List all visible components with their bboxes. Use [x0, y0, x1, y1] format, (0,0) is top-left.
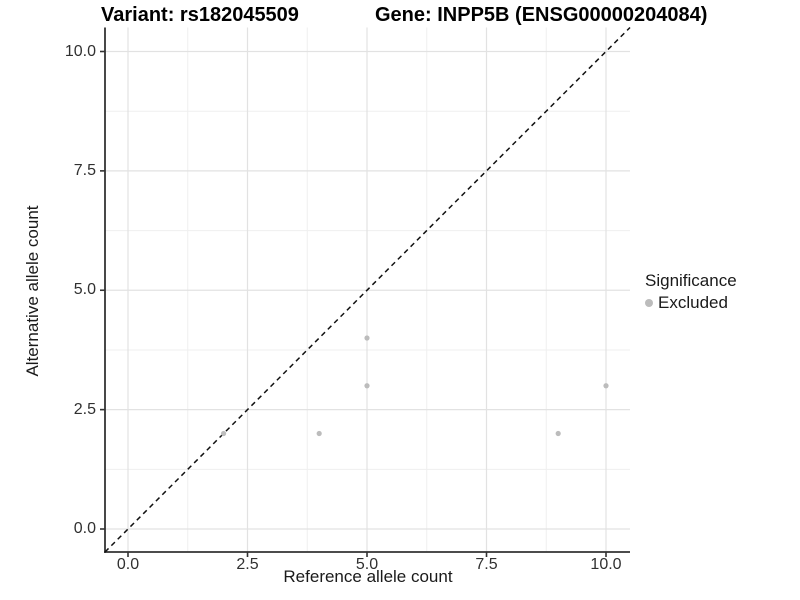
x-tick-label: 0.0: [116, 556, 140, 573]
data-point: [221, 430, 227, 437]
x-tick-label: 2.5: [236, 556, 259, 573]
x-tick-label: 10.0: [590, 556, 622, 573]
x-tick-label: 7.5: [475, 556, 498, 573]
data-point: [316, 430, 322, 437]
data-point: [364, 335, 370, 341]
data-point: [603, 383, 609, 389]
identity-dashed-line: [104, 26, 631, 553]
data-point: [555, 430, 561, 437]
y-tick-label: 10.0: [64, 42, 96, 60]
y-axis-title: Alternative allele count: [23, 205, 42, 377]
legend-item-excluded: Excluded: [645, 293, 737, 313]
gene-title: Gene: INPP5B (ENSG00000204084): [375, 4, 708, 26]
y-tick-label: 7.5: [73, 161, 96, 179]
legend: Significance Excluded: [645, 271, 737, 313]
y-tick-label: 5.0: [73, 281, 96, 299]
y-tick-label: 0.0: [73, 520, 96, 537]
legend-item-label: Excluded: [658, 293, 728, 312]
x-tick-label: 5.0: [355, 556, 379, 573]
excluded-point-icon: [645, 299, 653, 307]
x-axis-title: Reference allele count: [283, 567, 453, 586]
variant-title: Variant: rs182045509: [101, 4, 299, 26]
data-point: [364, 383, 370, 389]
y-tick-label: 2.5: [73, 400, 96, 418]
legend-title: Significance: [645, 271, 737, 290]
